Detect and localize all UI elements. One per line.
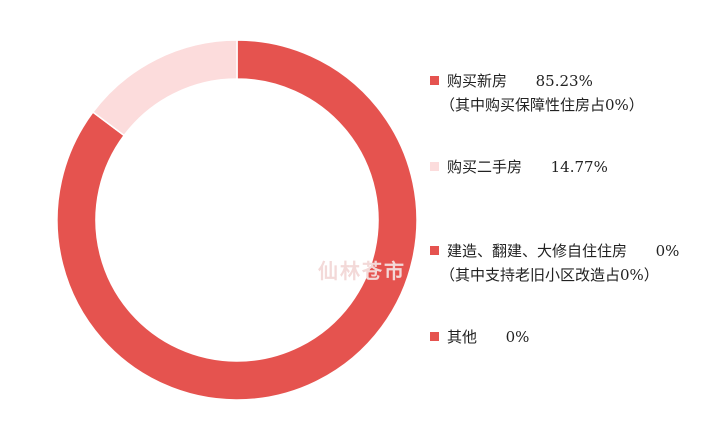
slice-1 <box>91 39 238 137</box>
legend-marker <box>430 246 439 255</box>
legend-marker <box>430 162 439 171</box>
legend-item-3: 其他 0% <box>430 326 529 348</box>
legend-note-2: （其中支持老旧小区改造占0%） <box>440 266 659 284</box>
slice-0 <box>56 39 418 401</box>
watermark: 仙林苍市 <box>318 259 406 283</box>
legend-item-0: 购买新房 85.23% <box>430 70 593 92</box>
legend-marker <box>430 332 439 341</box>
legend-item-1: 购买二手房 14.77% <box>430 156 608 178</box>
legend-item-2: 建造、翻建、大修自住住房 0% <box>430 240 679 262</box>
legend-marker <box>430 76 439 85</box>
legend-note-0: （其中购买保障性住房占0%） <box>440 96 644 114</box>
